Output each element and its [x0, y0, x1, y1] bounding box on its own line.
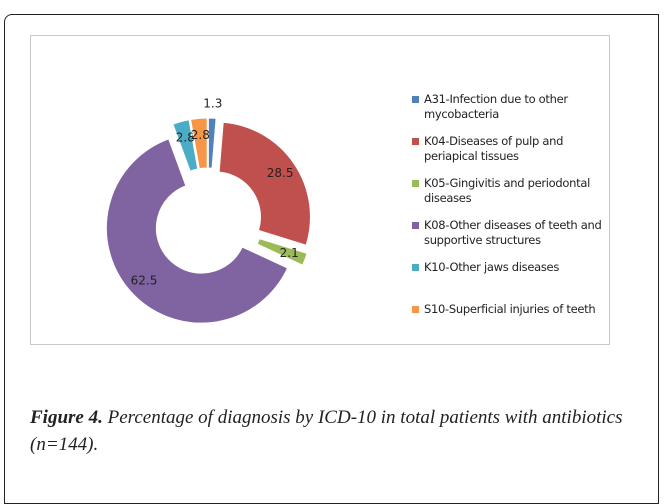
caption: Figure 4. Percentage of diagnosis by ICD…	[30, 404, 640, 458]
chart-panel	[30, 35, 610, 345]
slice	[190, 117, 208, 170]
legend-swatch	[412, 222, 419, 229]
legend-swatch	[412, 180, 419, 187]
slice	[207, 117, 217, 169]
legend-label: K10-Other jaws diseases	[424, 260, 560, 274]
data-label: 1.3	[203, 97, 222, 111]
data-label: 62.5	[131, 273, 158, 287]
data-label: 2.1	[280, 246, 299, 260]
legend-swatch	[412, 306, 419, 313]
legend: A31-Infection due to other mycobacteria K…	[412, 92, 612, 344]
legend-label: K04-Diseases of pulp and periapical tiss…	[424, 134, 564, 163]
data-label: 2.8	[191, 128, 210, 142]
legend-item: A31-Infection due to other mycobacteria	[412, 92, 612, 134]
legend-label: A31-Infection due to other mycobacteria	[424, 92, 568, 121]
legend-item: K05-Gingivitis and periodontal diseases	[412, 176, 612, 218]
legend-label: K05-Gingivitis and periodontal diseases	[424, 176, 590, 205]
caption-text: Percentage of diagnosis by ICD-10 in tot…	[30, 407, 623, 455]
data-label: 28.5	[267, 166, 294, 180]
legend-label: S10-Superficial injuries of teeth	[424, 302, 596, 316]
legend-item: K10-Other jaws diseases	[412, 260, 612, 302]
legend-swatch	[412, 264, 419, 271]
slice	[172, 119, 199, 172]
legend-item: K08-Other diseases of teeth and supporti…	[412, 218, 612, 260]
slice	[256, 237, 308, 266]
legend-swatch	[412, 96, 419, 103]
legend-label: K08-Other diseases of teeth and supporti…	[424, 218, 602, 247]
legend-swatch	[412, 138, 419, 145]
legend-item: K04-Diseases of pulp and periapical tiss…	[412, 134, 612, 176]
data-label: 2.8	[176, 131, 195, 145]
slice	[218, 121, 311, 246]
caption-label: Figure 4.	[30, 407, 103, 428]
legend-item: S10-Superficial injuries of teeth	[412, 302, 612, 344]
slice	[105, 138, 289, 324]
